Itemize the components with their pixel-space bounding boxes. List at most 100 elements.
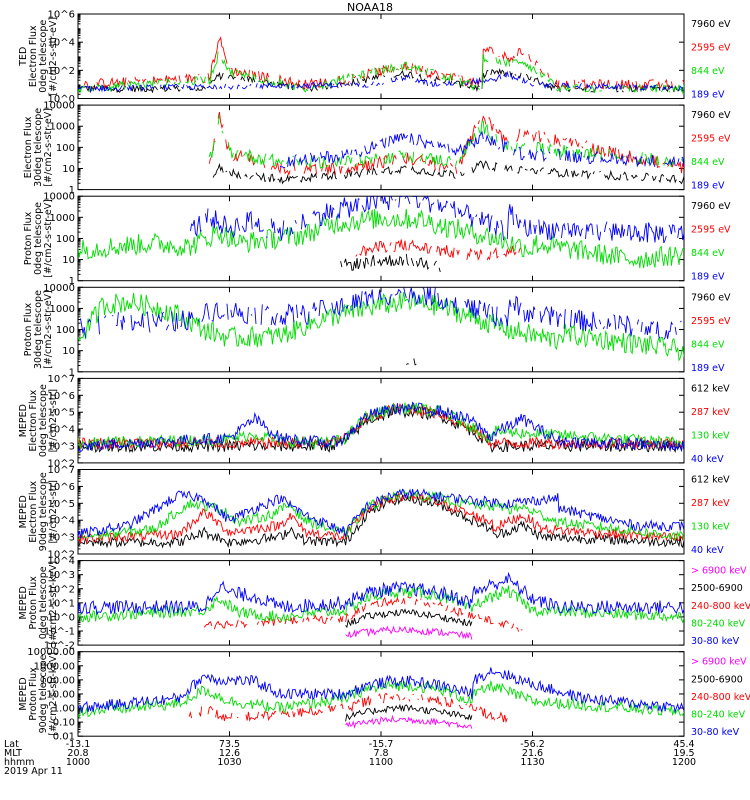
y-tick-label: 1000	[50, 122, 75, 133]
series-line	[345, 625, 473, 640]
series-line	[208, 112, 684, 177]
legend-entry: 287 keV	[691, 498, 730, 509]
legend-entry: 844 eV	[691, 66, 725, 77]
legend-entry: 189 eV	[691, 363, 725, 374]
y-tick-label: 10^2	[48, 550, 75, 561]
y-tick-label: 100.00	[40, 675, 75, 686]
legend-entry: 130 keV	[691, 522, 730, 533]
legend-entry: 30-80 keV	[691, 636, 740, 647]
y-tick-label: 10	[62, 164, 75, 175]
legend-entry: 2500-6900	[691, 674, 743, 685]
y-axis-label-line: 0deg telescope	[38, 384, 49, 457]
y-axis-label-line: MEPED	[18, 586, 29, 619]
footer-tick-value: -15.7	[369, 739, 394, 750]
y-axis-label-line: Electron Flux	[28, 25, 39, 87]
y-tick-label: 10^3	[48, 533, 75, 544]
y-tick-label: 10000.00	[27, 647, 75, 658]
series-line	[78, 667, 684, 714]
legend-entry: 612 keV	[691, 383, 730, 394]
legend-entry: 844 eV	[691, 339, 725, 350]
legend-entry: 130 keV	[691, 430, 730, 441]
y-tick-label: 10	[62, 255, 75, 266]
y-tick-label: 10^0	[48, 612, 75, 623]
y-tick-label: 0.10	[53, 718, 75, 729]
panel-frame	[77, 469, 685, 555]
y-tick-label: 10^6	[48, 391, 75, 402]
y-axis-label-line: 90deg telescope	[38, 472, 49, 551]
legend-entry: > 6900 keV	[691, 566, 747, 577]
legend-entry: 80-240 keV	[691, 618, 746, 629]
legend-entry: 40 keV	[691, 454, 724, 465]
legend-entry: 40 keV	[691, 545, 724, 556]
footer-tick-value: 20.8	[67, 748, 88, 759]
y-tick-label: 10^1	[48, 598, 75, 609]
y-tick-label: 10^6	[48, 482, 75, 493]
panel-frame	[77, 195, 685, 282]
y-tick-label: 1000	[50, 213, 75, 224]
y-axis-label: Electron Flux30deg telescope[#/cm2-s-str…	[23, 108, 54, 187]
footer-tick-value: 7.8	[373, 748, 388, 759]
y-axis-label: Proton Flux0deg telescope[#/cm2-s-str-eV…	[23, 199, 54, 278]
legend-entry: 2595 eV	[691, 316, 731, 327]
footer-tick-value: -13.1	[66, 739, 91, 750]
panel-frame	[77, 377, 685, 464]
footer-tick-value: 73.5	[219, 739, 240, 750]
y-axis-label-line: Proton Flux	[28, 576, 39, 630]
series-line	[78, 585, 684, 624]
y-axis-label-line: Proton Flux	[28, 667, 39, 721]
y-tick-label: 100	[56, 143, 75, 154]
series-line	[189, 196, 684, 244]
y-tick-label: 10^5	[48, 499, 75, 510]
y-tick-label: 0.01	[53, 732, 75, 743]
series-line	[78, 402, 684, 451]
y-tick-label: 10^3	[48, 570, 75, 581]
footer-tick-value: 1100	[369, 757, 393, 768]
y-axis-label-line: 30deg telescope	[33, 290, 44, 369]
legend-entry: 2595 eV	[691, 225, 731, 236]
footer-tick-value: 21.6	[522, 748, 543, 759]
legend-entry: 7960 eV	[691, 201, 731, 212]
series-line	[78, 488, 684, 539]
series-line	[345, 714, 473, 729]
y-tick-label: 1	[69, 276, 75, 287]
y-tick-label: 100	[56, 325, 75, 336]
series-line	[78, 402, 684, 450]
series-line	[345, 608, 473, 629]
y-axis-label-line: 0deg telescope	[38, 566, 49, 639]
footer-row-label: Lat	[4, 739, 19, 750]
y-tick-label: 10^4	[48, 556, 75, 567]
legend-entry: 7960 eV	[691, 292, 731, 303]
y-axis-label-line: [#/cm2-s-str-eV]	[48, 17, 59, 96]
footer-tick-value: 19.5	[673, 748, 694, 759]
y-axis-label-line: Electron Flux	[23, 116, 34, 178]
y-axis-label: Proton Flux30deg telescope[#/cm2-s-str-e…	[23, 290, 54, 369]
legend-entry: 612 keV	[691, 475, 730, 486]
panel-8: 0.010.101.0010.00100.001000.0010000.00ME…	[18, 647, 750, 743]
y-axis-label-line: Proton Flux	[23, 302, 34, 356]
y-tick-label: 10.00	[46, 689, 75, 700]
series-line	[188, 692, 508, 724]
y-tick-label: 10^4	[48, 425, 75, 436]
series-line	[78, 208, 684, 269]
y-tick-label: 10	[62, 346, 75, 357]
series-line	[340, 253, 441, 273]
y-axis-label-line: 0deg telescope	[33, 202, 44, 275]
panel-7: 10^-210^-110^010^110^210^310^4MEPEDProto…	[18, 556, 750, 652]
y-tick-label: 10^2	[48, 458, 75, 469]
panel-frame	[77, 651, 685, 737]
y-axis-label-line: 0deg telescope	[38, 20, 49, 93]
footer-tick-value: -56.2	[520, 739, 545, 750]
footer-row-label: hhmm	[4, 757, 35, 768]
y-tick-label: 10000	[43, 101, 75, 112]
series-line	[355, 239, 522, 261]
y-tick-label: 10^4	[48, 38, 75, 49]
y-tick-label: 10^5	[48, 408, 75, 419]
y-axis-label-line: MEPED	[18, 404, 29, 437]
legend-entry: 30-80 keV	[691, 727, 740, 738]
y-axis-label-line: [#/cm2-s-str-eV]	[43, 199, 54, 278]
legend-entry: 189 eV	[691, 272, 725, 283]
